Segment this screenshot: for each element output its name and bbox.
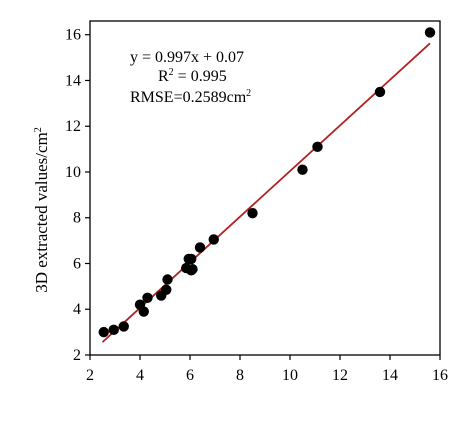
data-point — [208, 234, 219, 245]
data-point — [312, 141, 323, 153]
y-tick-label: 12 — [65, 118, 81, 135]
data-point — [138, 306, 149, 317]
data-point — [297, 164, 308, 175]
data-point — [118, 321, 129, 332]
x-tick-label: 16 — [432, 367, 448, 384]
data-point — [162, 274, 173, 285]
annotation-r-squared: R2 = 0.995 — [158, 67, 227, 85]
data-point — [187, 264, 198, 275]
y-tick-label: 10 — [65, 164, 81, 181]
y-tick-label: 2 — [73, 347, 81, 364]
y-tick-label: 6 — [73, 255, 81, 272]
y-axis-label: 3D extracted values/cm2 — [32, 127, 51, 293]
x-tick-label: 14 — [382, 367, 398, 384]
data-point — [247, 207, 258, 219]
x-tick-label: 2 — [86, 367, 94, 384]
annotation-equation: y = 0.997x + 0.07 — [130, 49, 244, 66]
x-tick-label: 6 — [186, 367, 194, 384]
y-tick-label: 14 — [65, 72, 81, 89]
data-point — [108, 324, 119, 336]
data-point — [424, 27, 436, 38]
y-tick-label: 4 — [73, 301, 81, 318]
x-tick-label: 4 — [136, 367, 144, 384]
chart-marks: 2 4 6 8 10 12 14 16 2 4 6 8 10 12 14 16 — [65, 20, 448, 384]
data-point — [161, 284, 172, 296]
annotation-rmse: RMSE=0.2589cm2 — [130, 88, 251, 106]
data-point — [98, 326, 109, 338]
data-point — [142, 292, 153, 304]
plot-frame — [89, 20, 441, 356]
x-tick-label: 8 — [236, 367, 244, 384]
x-tick-label: 12 — [332, 367, 348, 384]
y-tick-label: 16 — [65, 27, 81, 44]
data-point — [374, 86, 386, 98]
y-tick-label: 8 — [73, 210, 81, 227]
x-tick-label: 10 — [282, 367, 298, 384]
data-point — [186, 253, 197, 265]
data-point — [194, 242, 206, 253]
